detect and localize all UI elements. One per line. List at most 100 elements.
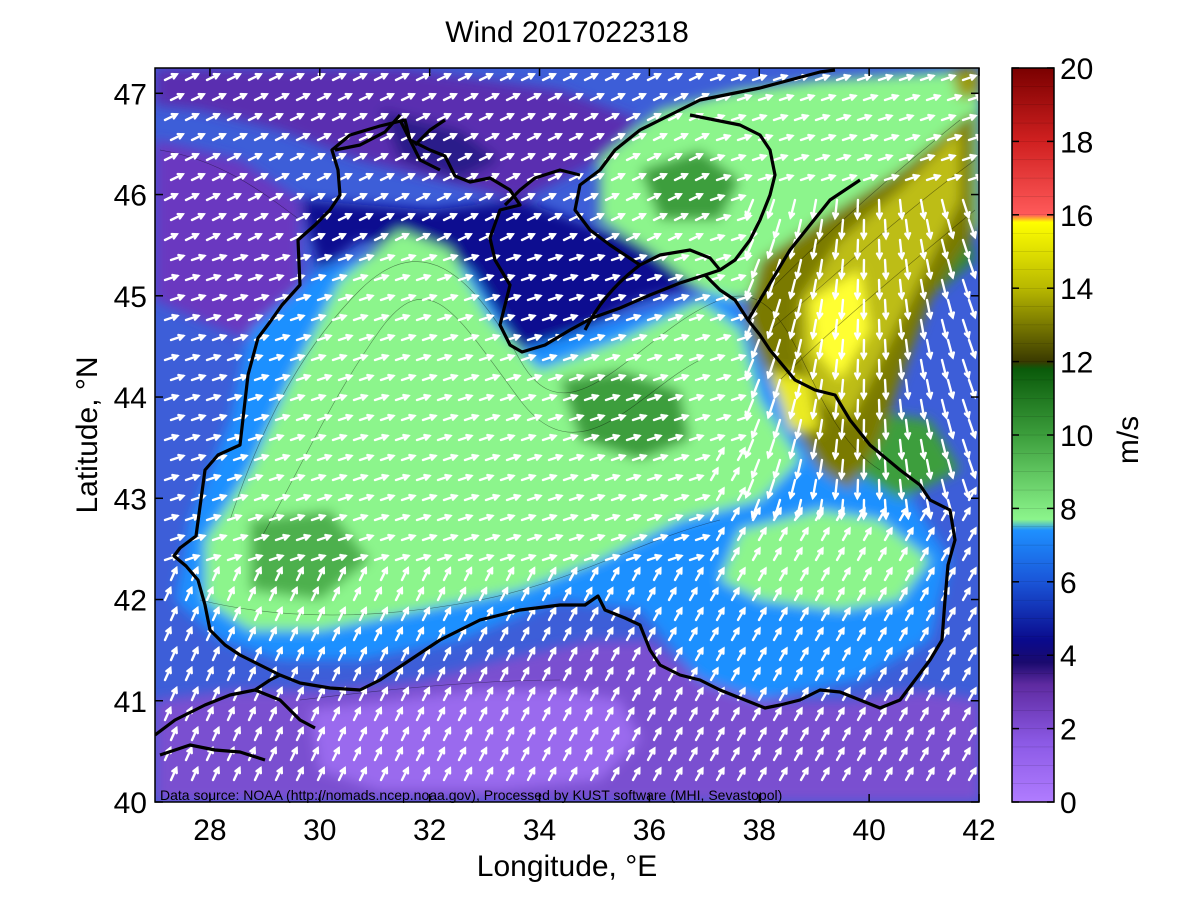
- wind-arrow-head: [345, 333, 354, 341]
- wind-arrow-head: [471, 253, 480, 261]
- wind-arrow-head: [597, 373, 606, 381]
- wind-arrow-head: [249, 705, 257, 715]
- wind-arrow-head: [660, 533, 669, 541]
- wind-arrow-head: [527, 152, 536, 160]
- wind-arrow-head: [885, 153, 894, 161]
- wind-arrow-head: [291, 626, 299, 635]
- wind-arrow-head: [612, 393, 621, 401]
- wind-arrow-head: [401, 232, 410, 240]
- wind-arrow-head: [733, 626, 740, 635]
- wind-arrow-head: [360, 726, 368, 735]
- wind-arrow-head: [333, 586, 341, 595]
- wind-arrow-head: [617, 132, 626, 140]
- wind-arrow-head: [428, 212, 437, 220]
- wind-arrow-head: [844, 686, 851, 695]
- wind-arrow-head: [882, 512, 890, 521]
- wind-arrow-head: [507, 313, 516, 321]
- wind-arrow: [811, 318, 818, 339]
- colorbar-tick-label: 6: [1060, 567, 1077, 600]
- wind-arrow-head: [796, 706, 803, 715]
- wind-arrow-head: [963, 211, 971, 220]
- wind-arrow-head: [345, 413, 354, 421]
- wind-arrow-head: [744, 173, 753, 181]
- wind-arrow-head: [906, 153, 915, 161]
- wind-arrow-head: [904, 432, 912, 441]
- wind-arrow-head: [366, 413, 375, 421]
- wind-arrow-head: [249, 585, 257, 595]
- wind-arrow-head: [554, 212, 563, 220]
- wind-arrow-head: [627, 706, 635, 715]
- wind-arrow-head: [219, 493, 228, 501]
- wind-arrow: [883, 218, 888, 240]
- wind-arrow-head: [838, 746, 845, 755]
- wind-arrow: [795, 418, 803, 439]
- wind-arrow-head: [823, 606, 830, 615]
- wind-arrow-head: [802, 646, 809, 655]
- wind-arrow-head: [750, 270, 758, 280]
- wind-arrow-head: [302, 212, 311, 220]
- wind-arrow: [967, 258, 977, 279]
- wind-arrow-head: [928, 566, 935, 575]
- wind-arrow-head: [674, 232, 683, 240]
- wind-arrow-head: [228, 705, 235, 715]
- wind-arrow: [773, 498, 782, 519]
- wind-arrow-head: [933, 93, 942, 101]
- wind-arrow: [925, 498, 932, 519]
- wind-arrow-head: [213, 273, 222, 281]
- wind-arrow: [961, 318, 970, 339]
- wind-arrow-head: [534, 533, 543, 541]
- wind-arrow-head: [218, 172, 227, 180]
- wind-arrow-head: [969, 430, 977, 440]
- wind-arrow-head: [344, 92, 353, 100]
- wind-arrow: [946, 378, 954, 399]
- wind-arrow-head: [919, 331, 927, 341]
- wind-arrow-head: [674, 152, 683, 160]
- wind-arrow-head: [345, 453, 354, 461]
- wind-arrow-head: [766, 290, 774, 300]
- wind-arrow-head: [387, 373, 396, 381]
- wind-arrow-head: [396, 746, 404, 755]
- wind-arrow-head: [712, 666, 719, 675]
- wind-arrow-head: [192, 473, 201, 481]
- wind-arrow: [811, 278, 818, 299]
- wind-arrow-head: [402, 606, 410, 615]
- wind-arrow-head: [591, 726, 599, 735]
- wind-arrow-head: [239, 132, 248, 140]
- wind-arrow-head: [324, 493, 333, 501]
- wind-arrow-head: [312, 706, 320, 715]
- wind-arrow-head: [838, 586, 845, 595]
- wind-arrow-head: [744, 490, 752, 499]
- wind-arrow-head: [528, 553, 537, 561]
- wind-arrow-head: [276, 353, 285, 361]
- wind-arrow-head: [386, 132, 395, 140]
- wind-arrow-head: [186, 585, 193, 595]
- wind-arrow-head: [303, 373, 312, 381]
- wind-arrow: [856, 198, 860, 220]
- wind-arrow-head: [963, 291, 971, 300]
- wind-arrow-head: [360, 646, 368, 655]
- wind-arrow-head: [513, 253, 522, 261]
- wind-arrow-head: [191, 112, 200, 120]
- wind-arrow-head: [423, 566, 431, 575]
- wind-arrow-head: [443, 72, 452, 80]
- wind-arrow-head: [333, 746, 341, 755]
- wind-arrow-head: [810, 491, 818, 501]
- wind-arrow: [940, 238, 948, 259]
- wind-arrow-head: [486, 606, 494, 615]
- wind-arrow: [967, 175, 979, 182]
- wind-arrow-head: [197, 172, 206, 180]
- wind-arrow-head: [838, 312, 846, 321]
- wind-arrow-head: [864, 73, 873, 81]
- wind-arrow: [818, 298, 824, 319]
- wind-arrow-head: [549, 686, 557, 695]
- wind-arrow-head: [926, 511, 934, 521]
- wind-arrow-head: [297, 766, 305, 775]
- wind-arrow-head: [255, 353, 264, 361]
- wind-arrow-head: [738, 353, 747, 361]
- wind-arrow-head: [775, 546, 782, 555]
- wind-arrow-head: [312, 666, 320, 675]
- wind-arrow-head: [212, 112, 221, 120]
- wind-arrow-head: [696, 393, 705, 401]
- wind-arrow-head: [198, 293, 207, 301]
- wind-arrow-head: [486, 553, 495, 561]
